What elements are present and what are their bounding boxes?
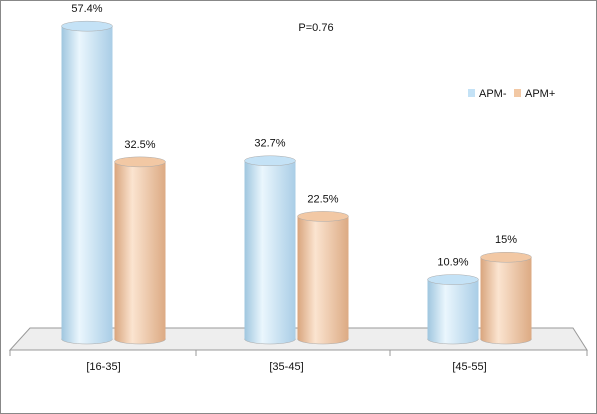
legend-swatch bbox=[514, 89, 521, 97]
value-label: 32.7% bbox=[254, 138, 285, 150]
bar bbox=[480, 257, 532, 339]
legend-swatch bbox=[468, 89, 475, 97]
bar bbox=[114, 161, 166, 339]
bar bbox=[427, 279, 479, 339]
value-label: 22.5% bbox=[307, 193, 338, 205]
x-tick-label: [45-55] bbox=[452, 361, 486, 373]
bar bbox=[61, 26, 113, 339]
bar-top bbox=[61, 20, 113, 32]
bar-top bbox=[427, 274, 479, 285]
legend-label: APM+ bbox=[525, 88, 555, 100]
bar-top bbox=[297, 211, 349, 222]
x-tick-label: [16-35] bbox=[86, 361, 120, 373]
x-tick-label: [35-45] bbox=[269, 361, 303, 373]
bar bbox=[244, 160, 296, 339]
value-label: 10.9% bbox=[437, 257, 468, 269]
value-label: 15% bbox=[495, 234, 517, 246]
bar-top bbox=[244, 155, 296, 167]
legend-label: APM- bbox=[479, 88, 507, 100]
value-label: 57.4% bbox=[71, 3, 102, 15]
annotation: P=0.76 bbox=[298, 22, 333, 34]
bar-top bbox=[480, 252, 532, 263]
value-label: 32.5% bbox=[124, 139, 155, 151]
bar-top bbox=[114, 156, 166, 168]
bar bbox=[297, 216, 349, 339]
